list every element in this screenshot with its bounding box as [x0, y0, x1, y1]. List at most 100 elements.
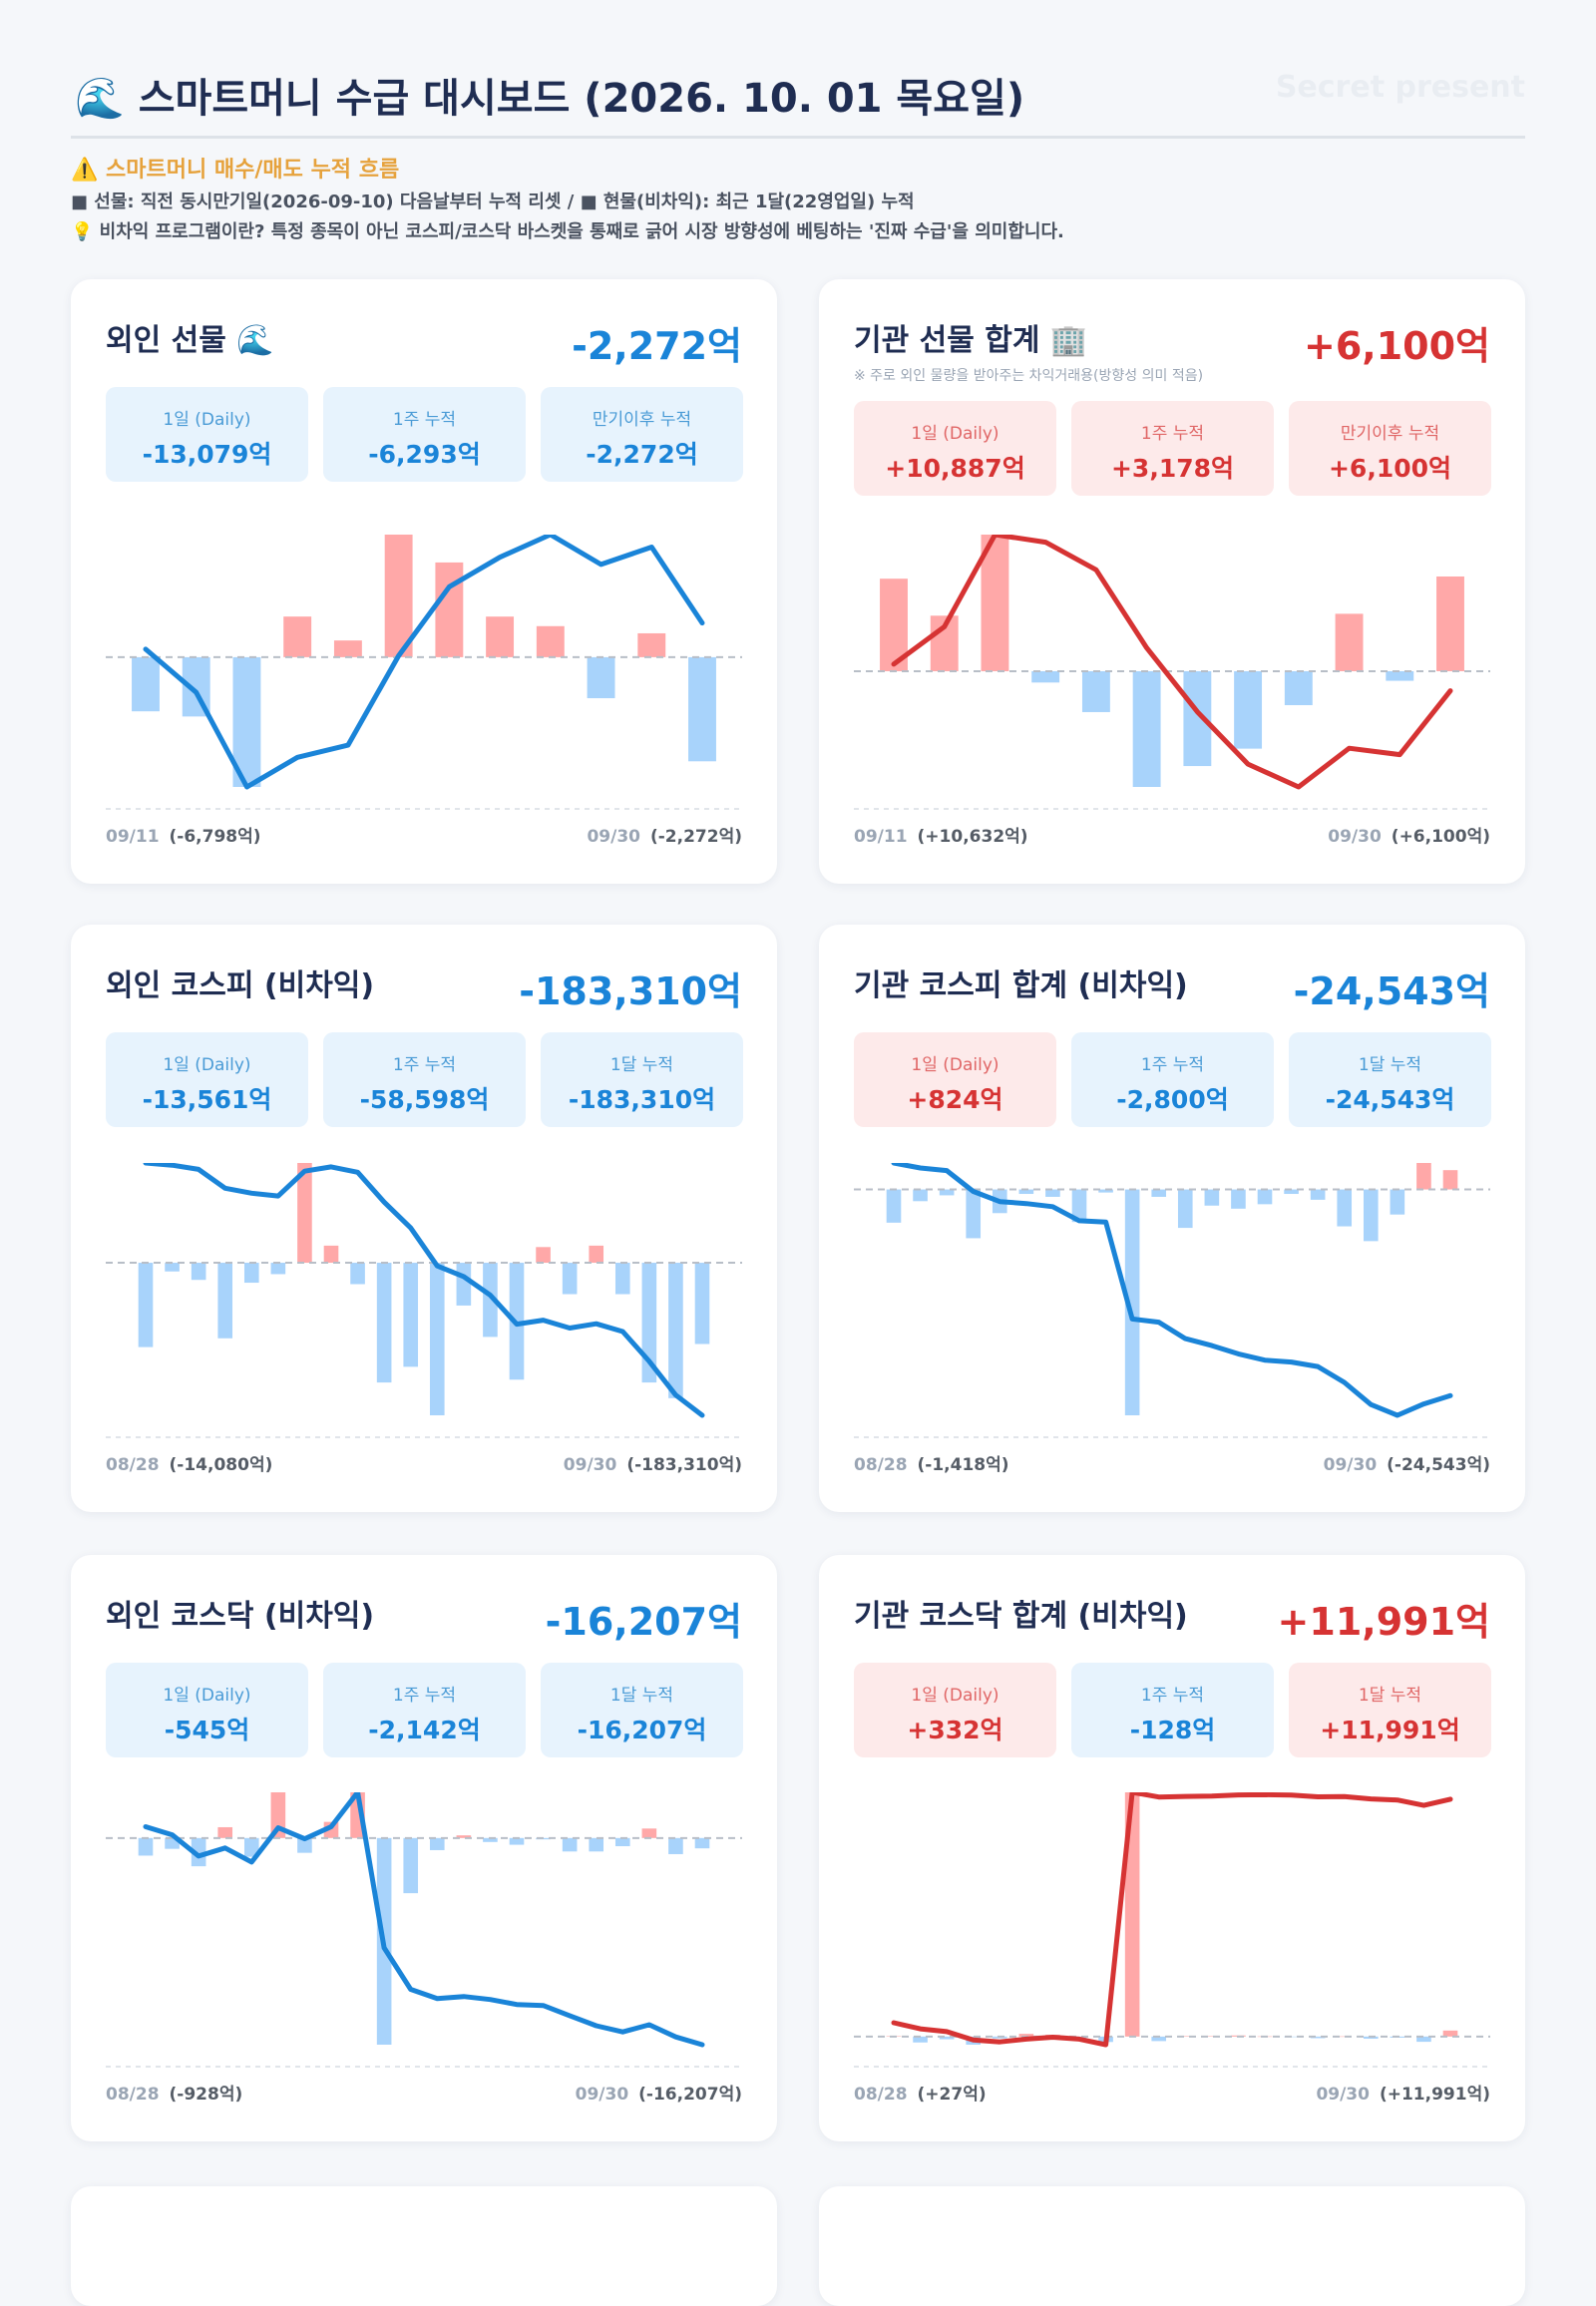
card: 외인 코스피 (비차익) -183,310억 1일 (Daily) -13,561억 1… — [71, 925, 777, 1512]
bar — [886, 1189, 902, 1223]
stat-value: -58,598억 — [359, 1085, 490, 1114]
bar — [1386, 670, 1414, 681]
stat-label: 1주 누적 — [392, 410, 457, 430]
bar — [429, 1837, 445, 1850]
cumulative-line — [891, 1792, 1453, 2048]
chart: 08/28 (-14,080억) 09/30 (-183,310억) — [106, 1163, 742, 1475]
date-label: 09/30 (-2,272억) — [587, 827, 742, 847]
card-title: 외인 선물 🌊 — [106, 323, 274, 358]
date-label: 09/30 (+6,100억) — [1328, 827, 1490, 847]
bar — [641, 1263, 657, 1383]
stat-value: -13,561억 — [142, 1085, 272, 1114]
bar — [1442, 2030, 1458, 2037]
bar — [297, 1837, 312, 1853]
bar — [1177, 1189, 1193, 1229]
bar — [1337, 1189, 1353, 1227]
cumulative-line — [891, 1163, 1453, 1418]
chart: 08/28 (-1,418억) 09/30 (-24,543억) — [854, 1163, 1490, 1475]
bar — [217, 1263, 233, 1339]
date: 09/30 — [576, 2085, 629, 2105]
card: 외인 코스닥 (비차익) -16,207억 1일 (Daily) -545억 1주 누적… — [71, 1555, 777, 2141]
bar — [913, 1189, 928, 1202]
date: 09/30 — [1328, 827, 1382, 847]
bar — [1390, 1189, 1405, 1215]
date: 09/30 — [1324, 1455, 1378, 1475]
stat-value: -24,543억 — [1325, 1085, 1455, 1114]
stat-label: 1일 (Daily) — [163, 410, 251, 430]
card-note: ※ 주로 외인 물량을 받아주는 차익거래용(방향성 의미 적음) — [854, 368, 1204, 384]
bar — [1018, 2034, 1034, 2037]
bar — [668, 1263, 683, 1398]
bar — [297, 1163, 312, 1264]
stat-box: 1주 누적 +3,178억 — [1071, 401, 1274, 496]
card-total: -2,272억 — [572, 324, 742, 368]
chart: 08/28 (-928억) 09/30 (-16,207억) — [106, 1792, 742, 2105]
bar — [1231, 1189, 1246, 1209]
bar — [132, 656, 160, 712]
card-title: 기관 선물 합계 🏢 — [854, 323, 1088, 358]
date-label: 09/30 (-183,310억) — [564, 1455, 742, 1475]
card-title: 외인 코스닥 (비차익) — [106, 1599, 375, 1634]
card: 외인 선물 🌊 -2,272억 1일 (Daily) -13,079억 1주 누적 -6,… — [71, 279, 777, 884]
stat-box: 1일 (Daily) -545억 — [106, 1663, 308, 1757]
bar — [1257, 1189, 1273, 1205]
stat-box: 1주 누적 -2,800억 — [1071, 1032, 1274, 1127]
card-total: -16,207억 — [545, 1600, 742, 1644]
bar — [323, 1245, 339, 1264]
stat-value: -2,272억 — [586, 440, 698, 469]
stat-box: 1주 누적 -128억 — [1071, 1663, 1274, 1757]
bar — [138, 1837, 154, 1856]
bar — [435, 562, 464, 657]
bar — [694, 1837, 710, 1849]
card: 기관 선물 합계 🏢 +6,100억 ※ 주로 외인 물량을 받아주는 차익거래용(… — [819, 279, 1525, 884]
stat-label: 1일 (Daily) — [911, 1686, 999, 1706]
bar — [376, 1263, 392, 1383]
stat-box: 1주 누적 -58,598억 — [323, 1032, 526, 1127]
bar — [350, 1263, 365, 1285]
date: 08/28 — [854, 2085, 908, 2105]
card-placeholder — [819, 2186, 1525, 2306]
chart: 08/28 (+27억) 09/30 (+11,991억) — [854, 1792, 1490, 2105]
date-value: (-2,272억) — [650, 827, 742, 847]
stat-value: -128억 — [1129, 1716, 1216, 1744]
bar — [283, 616, 312, 657]
card-title: 기관 코스닥 합계 (비차익) — [854, 1599, 1188, 1634]
bar — [1284, 1189, 1299, 1195]
stat-box: 1일 (Daily) +10,887억 — [854, 401, 1056, 496]
bar — [486, 616, 515, 657]
bar — [1132, 670, 1161, 787]
stat-box: 1일 (Daily) +332억 — [854, 1663, 1056, 1757]
stat-box: 만기이후 누적 -2,272억 — [541, 387, 743, 482]
stat-label: 만기이후 누적 — [592, 410, 692, 430]
stat-label: 1달 누적 — [609, 1055, 674, 1075]
card-total: -24,543억 — [1293, 969, 1490, 1013]
bar — [589, 1245, 604, 1264]
stat-value: +6,100억 — [1328, 454, 1452, 483]
bar — [1151, 2036, 1167, 2042]
bar — [1310, 2036, 1326, 2039]
bar — [614, 1263, 630, 1295]
bar — [191, 1263, 206, 1281]
bar — [456, 1263, 472, 1306]
date-value: (-6,798억) — [170, 827, 261, 847]
bar — [562, 1263, 578, 1295]
bar — [243, 1263, 259, 1284]
bar — [1177, 2036, 1193, 2037]
bar — [1071, 1189, 1087, 1223]
date-value: (+27억) — [918, 2085, 987, 2105]
stat-label: 1일 (Daily) — [163, 1686, 251, 1706]
notice-line: ■ 선물: 직전 동시만기일(2026-09-10) 다음날부터 누적 리셋 /… — [71, 192, 915, 212]
stat-label: 1일 (Daily) — [911, 1055, 999, 1075]
card-total: -183,310억 — [519, 969, 742, 1013]
date: 08/28 — [854, 1455, 908, 1475]
stat-value: +11,991억 — [1320, 1716, 1460, 1744]
divider — [71, 136, 1525, 139]
bar — [1124, 1189, 1140, 1415]
bar — [1337, 2036, 1353, 2038]
date-label: 09/11 (-6,798억) — [106, 827, 261, 847]
bar — [1081, 670, 1110, 712]
bar — [1124, 1792, 1140, 2037]
date-value: (-16,207억) — [638, 2085, 742, 2105]
bar — [333, 640, 362, 657]
date-value: (-14,080억) — [170, 1455, 273, 1475]
